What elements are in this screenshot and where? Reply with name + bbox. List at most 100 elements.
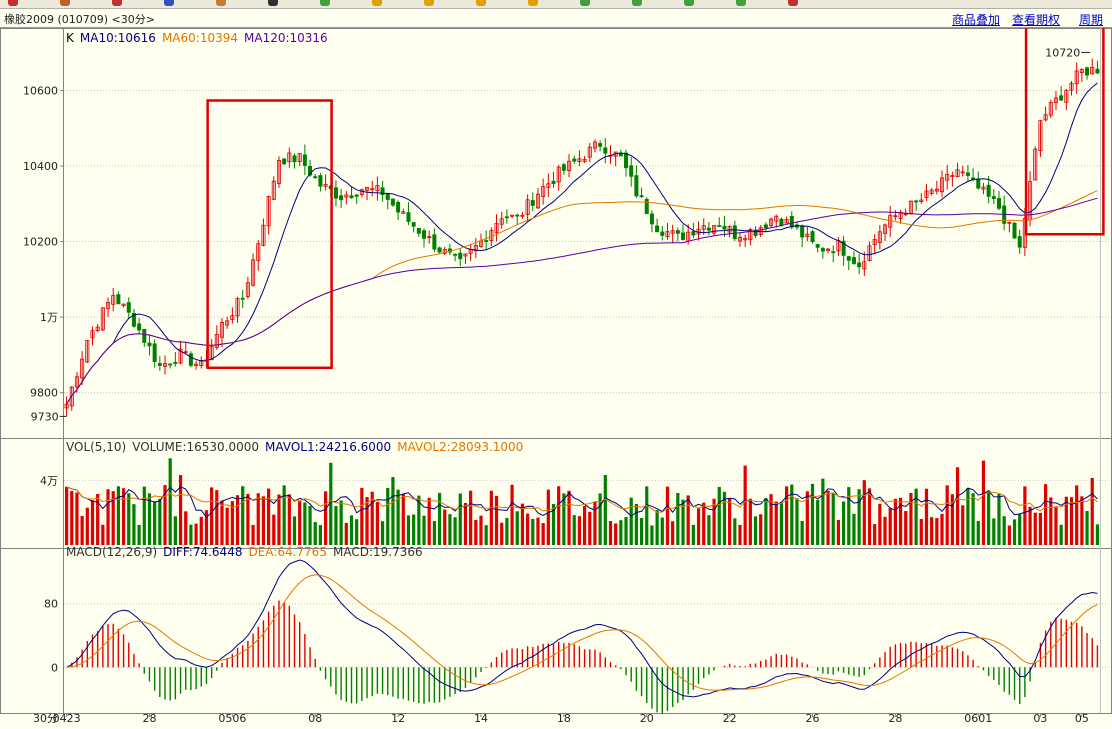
volume-bar — [1090, 477, 1094, 545]
candle-body — [95, 326, 100, 331]
toolbar-icon[interactable] — [476, 0, 486, 6]
volume-bar — [572, 515, 576, 545]
volume-bar — [344, 522, 348, 545]
volume-bar — [427, 497, 431, 545]
toolbar-icon[interactable] — [372, 0, 382, 6]
volume-bar — [1054, 507, 1058, 545]
volume-bar — [80, 515, 84, 545]
toolbar-icon[interactable] — [684, 0, 694, 6]
candle-body — [960, 171, 965, 174]
candle-body — [463, 253, 468, 257]
toolbar-icon[interactable] — [164, 0, 174, 6]
compare-commodity-link[interactable]: 商品叠加 — [952, 13, 1001, 27]
x-tick-label: 22 — [723, 712, 737, 725]
toolbar-icon[interactable] — [788, 0, 798, 6]
candle-body — [541, 186, 546, 197]
volume-bar — [904, 510, 908, 545]
volume-bar — [303, 502, 307, 545]
toolbar-icon[interactable] — [320, 0, 330, 6]
candle-body — [701, 225, 706, 230]
candle-body — [292, 155, 297, 163]
candle-body — [287, 152, 292, 163]
price-legend-item: K — [66, 31, 75, 45]
toolbar-icon[interactable] — [112, 0, 122, 6]
candle-body — [727, 226, 732, 233]
candle-body — [437, 247, 442, 253]
candle-body — [1033, 148, 1038, 181]
candle-body — [525, 199, 530, 216]
volume-bar — [1007, 525, 1011, 545]
candle-body — [1064, 89, 1069, 103]
volume-bar — [474, 519, 478, 545]
x-tick-label: 0601 — [964, 712, 992, 725]
candle-body — [370, 188, 375, 191]
candle-body — [634, 175, 639, 197]
volume-bar — [329, 462, 333, 545]
volume-bar — [841, 501, 846, 545]
volume-bar — [380, 521, 385, 545]
candle-body — [1095, 68, 1100, 74]
candle-body — [209, 346, 214, 361]
toolbar-icon[interactable] — [268, 0, 278, 6]
candle-body — [851, 257, 856, 264]
toolbar-icon[interactable] — [528, 0, 538, 6]
price-legend-item: MA120:10316 — [244, 31, 328, 45]
volume-bar — [748, 498, 752, 545]
toolbar-icon[interactable] — [216, 0, 226, 6]
volume-bar — [121, 488, 126, 545]
candle-body — [934, 188, 939, 192]
volume-bar — [577, 516, 582, 545]
toolbar-icon[interactable] — [424, 0, 434, 6]
volume-bar — [515, 511, 519, 545]
candle-body — [587, 146, 592, 158]
toolbar-icon[interactable] — [60, 0, 70, 6]
volume-bar — [489, 490, 493, 545]
toolbar-icon[interactable] — [580, 0, 590, 6]
toolbar-icon[interactable] — [736, 0, 746, 6]
candle-body — [603, 147, 608, 154]
x-tick-label: 12 — [391, 712, 405, 725]
candle-body — [106, 301, 111, 309]
candle-body — [458, 252, 463, 260]
volume-bar — [945, 485, 949, 545]
chart-area[interactable]: 10600 10400 10200 1万 9800 4万 80 0 9730 10720 K MA10… — [0, 28, 1112, 729]
volume-bar — [298, 501, 302, 545]
candle-body — [732, 225, 737, 240]
volume-bar — [391, 477, 395, 545]
candle-body — [453, 253, 458, 256]
diff-line — [66, 559, 1098, 698]
volume-bar — [686, 495, 690, 545]
view-options-link[interactable]: 查看期权 — [1012, 13, 1061, 27]
volume-bar — [137, 524, 141, 545]
candle-body — [530, 200, 535, 206]
volume-bar — [955, 467, 960, 545]
candle-body — [147, 342, 152, 347]
volume-bar — [873, 524, 877, 545]
volume-bar — [443, 509, 447, 545]
candle-body — [1074, 70, 1079, 85]
low-price-label: 9730 — [31, 410, 59, 423]
candle-body — [1053, 97, 1058, 104]
volume-bar — [639, 517, 644, 545]
volume-bar — [225, 507, 229, 545]
volume-bar — [463, 502, 468, 545]
candle-body — [276, 159, 281, 184]
toolbar-icon[interactable] — [8, 0, 18, 6]
mavol1-line — [66, 486, 1098, 519]
macd-tick-label: 80 — [44, 598, 58, 611]
x-tick-label: 28 — [888, 712, 902, 725]
period-link[interactable]: 周期 — [1079, 13, 1104, 27]
candle-body — [965, 172, 970, 176]
candle-body — [442, 249, 447, 254]
toolbar-icon[interactable] — [632, 0, 642, 6]
volume-bar — [810, 483, 815, 545]
panel-frames — [0, 28, 1112, 714]
indicator-lines — [66, 82, 1098, 698]
volume-bar — [867, 488, 872, 545]
candle-body — [344, 194, 349, 198]
candle-body — [743, 238, 748, 241]
volume-bar — [173, 516, 177, 545]
candle-body — [365, 186, 370, 191]
volume-bar — [702, 502, 706, 545]
volume-bar — [215, 490, 219, 545]
